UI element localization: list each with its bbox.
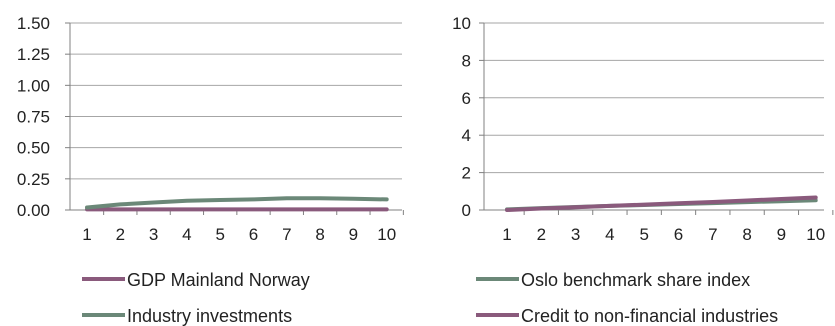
x-tick-label-right-5: 6 [674, 225, 683, 244]
x-tick-label-right-6: 7 [708, 225, 717, 244]
x-tick-label-right-8: 9 [777, 225, 786, 244]
x-tick-label-left-6: 7 [282, 225, 291, 244]
legend-left: GDP Mainland Norway Industry investments [82, 270, 310, 326]
legend-label-gdp: GDP Mainland Norway [127, 270, 310, 290]
legend-right: Oslo benchmark share index Credit to non… [476, 270, 778, 326]
x-tick-label-left-3: 4 [182, 225, 191, 244]
x-tick-label-left-4: 5 [215, 225, 224, 244]
legend-item-credit: Credit to non-financial industries [476, 306, 778, 326]
y-tick-label-left-6: 1.50 [17, 14, 50, 33]
x-tick-label-right-4: 5 [639, 225, 648, 244]
x-tick-label-left-9: 10 [377, 225, 396, 244]
x-tick-label-left-8: 9 [349, 225, 358, 244]
y-tick-label-right-5: 10 [452, 14, 471, 33]
y-tick-label-right-0: 0 [462, 201, 471, 220]
series-line-left-1 [85, 196, 389, 210]
legend-item-gdp: GDP Mainland Norway [82, 270, 310, 290]
y-tick-label-left-0: 0.00 [17, 201, 50, 220]
y-tick-label-left-3: 0.75 [17, 108, 50, 127]
y-tick-label-left-5: 1.25 [17, 45, 50, 64]
y-tick-label-left-1: 0.25 [17, 170, 50, 189]
legend-label-industry: Industry investments [127, 306, 292, 326]
legend-item-oslo: Oslo benchmark share index [476, 270, 750, 290]
legend-item-industry: Industry investments [82, 306, 292, 326]
y-tick-label-right-4: 8 [462, 51, 471, 70]
y-tick-label-left-4: 1.00 [17, 76, 50, 95]
series-line-right-1 [505, 195, 818, 212]
x-tick-label-right-1: 2 [537, 225, 546, 244]
y-tick-label-right-1: 2 [462, 164, 471, 183]
x-tick-label-left-0: 1 [82, 225, 91, 244]
left-chart: 0.00 0.25 0.50 0.75 1.00 1.25 1.50 1 2 3 4 5 6 7 8 9 10 [17, 14, 404, 244]
x-tick-label-right-0: 1 [502, 225, 511, 244]
x-tick-label-left-2: 3 [149, 225, 158, 244]
x-tick-label-left-5: 6 [249, 225, 258, 244]
x-tick-label-left-1: 2 [116, 225, 125, 244]
legend-label-oslo: Oslo benchmark share index [521, 270, 750, 290]
x-tick-label-right-9: 10 [806, 225, 825, 244]
x-tick-label-right-7: 8 [742, 225, 751, 244]
x-tick-label-right-3: 4 [605, 225, 614, 244]
y-tick-label-left-2: 0.50 [17, 139, 50, 158]
legend-label-credit: Credit to non-financial industries [521, 306, 778, 326]
x-tick-label-right-2: 3 [571, 225, 580, 244]
y-tick-label-right-2: 4 [462, 126, 471, 145]
x-tick-label-left-7: 8 [315, 225, 324, 244]
y-tick-label-right-3: 6 [462, 89, 471, 108]
